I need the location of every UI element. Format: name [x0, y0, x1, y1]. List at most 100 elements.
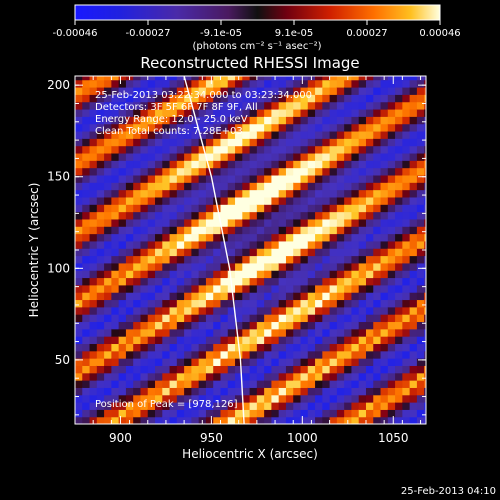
heatmap-cell	[380, 270, 389, 279]
heatmap-cell	[213, 365, 222, 374]
heatmap-cell	[278, 394, 287, 403]
heatmap-cell	[205, 248, 214, 257]
heatmap-cell	[380, 174, 389, 183]
heatmap-cell	[315, 76, 323, 81]
heatmap-cell	[147, 86, 156, 95]
heatmap-cell	[285, 167, 294, 176]
heatmap-cell	[373, 299, 382, 308]
heatmap-cell	[213, 108, 222, 117]
heatmap-cell	[249, 299, 258, 308]
heatmap-cell	[358, 328, 367, 337]
heatmap-cell	[227, 306, 236, 315]
heatmap-cell	[249, 76, 258, 81]
heatmap-cell	[111, 145, 120, 154]
heatmap-cell	[89, 343, 98, 352]
heatmap-cell	[198, 270, 207, 279]
heatmap-cell	[118, 416, 127, 424]
heatmap-cell	[329, 123, 338, 132]
heatmap-cell	[184, 336, 192, 345]
heatmap-cell	[213, 226, 222, 235]
heatmap-cell	[395, 204, 403, 213]
heatmap-cell	[329, 240, 338, 249]
heatmap-cell	[409, 211, 418, 220]
heatmap-cell	[235, 101, 243, 110]
heatmap-cell	[322, 101, 331, 110]
heatmap-cell	[82, 211, 91, 220]
heatmap-cell	[322, 152, 331, 161]
heatmap-cell	[249, 372, 258, 381]
heatmap-cell	[249, 314, 258, 323]
heatmap-cell	[373, 189, 382, 198]
heatmap-cell	[293, 321, 302, 330]
heatmap-cell	[184, 314, 192, 323]
heatmap-cell	[198, 387, 207, 396]
heatmap-cell	[322, 218, 331, 227]
heatmap-cell	[285, 196, 294, 205]
heatmap-cell	[271, 299, 280, 308]
heatmap-cell	[140, 123, 149, 132]
heatmap-cell	[89, 160, 98, 169]
heatmap-cell	[140, 255, 149, 264]
heatmap-cell	[96, 189, 105, 198]
heatmap-cell	[235, 336, 243, 345]
heatmap-cell	[416, 189, 425, 198]
heatmap-cell	[322, 292, 331, 301]
heatmap-cell	[235, 116, 243, 125]
heatmap-cell	[184, 167, 192, 176]
heatmap-cell	[198, 336, 207, 345]
heatmap-cell	[351, 196, 360, 205]
heatmap-cell	[395, 394, 403, 403]
heatmap-cell	[205, 365, 214, 374]
heatmap-cell	[315, 79, 323, 88]
heatmap-cell	[285, 79, 294, 88]
heatmap-cell	[387, 321, 396, 330]
heatmap-cell	[249, 336, 258, 345]
heatmap-cell	[104, 167, 112, 176]
heatmap-cell	[387, 314, 396, 323]
heatmap-cell	[409, 314, 418, 323]
heatmap-cell	[147, 277, 156, 286]
heatmap-cell	[198, 226, 207, 235]
heatmap-cell	[424, 196, 426, 205]
heatmap-cell	[373, 226, 382, 235]
heatmap-cell	[125, 211, 134, 220]
heatmap-cell	[351, 167, 360, 176]
heatmap-cell	[89, 255, 98, 264]
heatmap-cell	[416, 277, 425, 286]
heatmap-cell	[96, 76, 105, 81]
heatmap-cell	[125, 174, 134, 183]
heatmap-cell	[351, 255, 360, 264]
heatmap-cell	[395, 358, 403, 366]
heatmap-cell	[256, 380, 265, 388]
heatmap-cell	[205, 233, 214, 242]
heatmap-cell	[322, 211, 331, 220]
heatmap-cell	[358, 314, 367, 323]
heatmap-cell	[322, 306, 331, 315]
heatmap-cell	[300, 123, 309, 132]
heatmap-cell	[82, 79, 91, 88]
heatmap-cell	[387, 130, 396, 139]
heatmap-cell	[336, 255, 345, 264]
heatmap-cell	[133, 182, 142, 191]
heatmap-cell	[96, 116, 105, 125]
heatmap-cell	[285, 394, 294, 403]
heatmap-cell	[293, 174, 302, 183]
heatmap-cell	[416, 86, 425, 95]
heatmap-cell	[395, 101, 403, 110]
heatmap-cell	[395, 86, 403, 95]
heatmap-cell	[111, 123, 120, 132]
heatmap-cell	[402, 116, 411, 125]
heatmap-cell	[118, 365, 127, 374]
heatmap-cell	[249, 211, 258, 220]
heatmap-cell	[176, 372, 185, 381]
heatmap-cell	[155, 167, 163, 176]
heatmap-cell	[162, 299, 171, 308]
heatmap-cell	[395, 306, 403, 315]
heatmap-cell	[344, 138, 353, 147]
heatmap-cell	[307, 358, 316, 366]
y-tick-label: 150	[47, 170, 70, 184]
heatmap-cell	[104, 255, 112, 264]
heatmap-cell	[96, 365, 105, 374]
heatmap-cell	[242, 394, 251, 403]
heatmap-cell	[315, 387, 323, 396]
